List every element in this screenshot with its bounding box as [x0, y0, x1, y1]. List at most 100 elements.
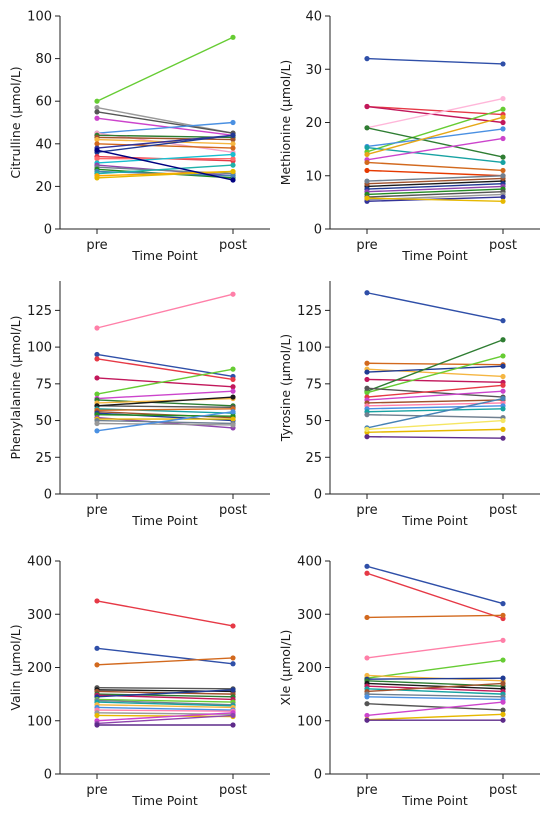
data-point-post [230, 409, 236, 415]
series-line [366, 97, 504, 129]
series-line [96, 709, 234, 712]
x-axis-label: Time Point [131, 793, 198, 808]
y-tick-label: 300 [27, 608, 52, 623]
series-line [96, 132, 234, 154]
y-tick-label: 75 [35, 377, 52, 392]
series-line [96, 293, 234, 329]
series [94, 147, 236, 183]
y-tick-label: 50 [305, 414, 322, 429]
series-line [96, 600, 234, 627]
series-line [366, 387, 504, 398]
data-point-post [230, 384, 236, 390]
series-line [96, 698, 234, 703]
data-point-pre [94, 420, 100, 427]
data-point-post [500, 388, 506, 394]
series-line [366, 57, 504, 65]
x-tick-label: pre [356, 503, 377, 518]
series-line [96, 134, 234, 149]
series [364, 417, 506, 432]
series-line [366, 108, 504, 153]
series [94, 115, 236, 138]
y-axis-label: Methionine (µmol/L) [278, 60, 293, 186]
data-point-post [500, 717, 506, 723]
data-point-post [500, 699, 506, 705]
series-line [366, 175, 504, 182]
series-line [366, 428, 504, 434]
chart-panel: 0 25 50 75 100 125 pre post Time Point Phenylalan… [8, 281, 270, 528]
y-tick-label: 50 [35, 414, 52, 429]
y-tick-label: 0 [314, 223, 322, 238]
y-tick-label: 400 [27, 555, 52, 570]
series-line [96, 134, 234, 154]
data-point-pre [94, 175, 100, 181]
data-point-post [230, 661, 236, 667]
data-point-post [500, 95, 506, 102]
series [364, 290, 506, 324]
series-line [366, 169, 504, 177]
data-point-post [230, 366, 236, 372]
data-point-post [500, 417, 506, 424]
data-point-pre [364, 195, 370, 201]
data-point-post [230, 162, 236, 168]
series [364, 570, 506, 622]
series [364, 637, 506, 661]
data-point-pre [94, 375, 100, 381]
y-tick-label: 100 [27, 714, 52, 729]
y-tick-label: 400 [297, 555, 322, 570]
series-line [366, 105, 504, 124]
data-point-post [500, 675, 506, 681]
series-line [96, 368, 234, 395]
data-point-post [500, 126, 506, 132]
x-tick-label: post [219, 503, 247, 518]
data-point-pre [364, 290, 370, 296]
data-point-post [230, 141, 236, 147]
series-line [366, 436, 504, 439]
series [364, 353, 506, 396]
series-line [96, 390, 234, 400]
series-line [96, 411, 234, 419]
x-axis-label: Time Point [131, 248, 198, 263]
data-point-post [230, 655, 236, 661]
data-point-pre [364, 385, 370, 391]
data-point-pre [94, 356, 100, 362]
series-line [96, 701, 234, 707]
series-line [96, 706, 234, 711]
data-point-pre [94, 136, 100, 143]
data-point-post [500, 612, 506, 618]
series-line [96, 647, 234, 665]
data-point-pre [94, 662, 100, 668]
series-line [366, 701, 504, 717]
data-point-pre [94, 147, 100, 153]
data-point-pre [364, 426, 370, 432]
series-line [366, 362, 504, 366]
series [94, 291, 236, 331]
series-line [366, 693, 504, 698]
data-point-pre [364, 144, 370, 151]
data-point-pre [94, 141, 100, 147]
series [364, 612, 506, 621]
series-line [366, 339, 504, 392]
data-point-post [500, 426, 506, 432]
series-line [366, 685, 504, 693]
x-tick-label: post [489, 503, 517, 518]
data-point-post [230, 132, 236, 138]
data-point-post [500, 406, 506, 412]
series [364, 699, 506, 719]
series-line [366, 696, 504, 701]
y-tick-label: 200 [27, 661, 52, 676]
series-line [96, 422, 234, 426]
series-line [96, 106, 234, 134]
y-tick-label: 0 [44, 223, 52, 238]
data-point-post [230, 416, 236, 422]
data-point-post [230, 136, 236, 143]
data-point-post [500, 395, 506, 402]
series-line [96, 712, 234, 722]
data-point-post [500, 373, 506, 380]
series-line [366, 399, 504, 404]
series [94, 168, 236, 181]
data-point-post [500, 318, 506, 324]
series-line [96, 657, 234, 666]
series-line [366, 572, 504, 620]
series-line [96, 397, 234, 404]
data-point-post [230, 623, 236, 629]
